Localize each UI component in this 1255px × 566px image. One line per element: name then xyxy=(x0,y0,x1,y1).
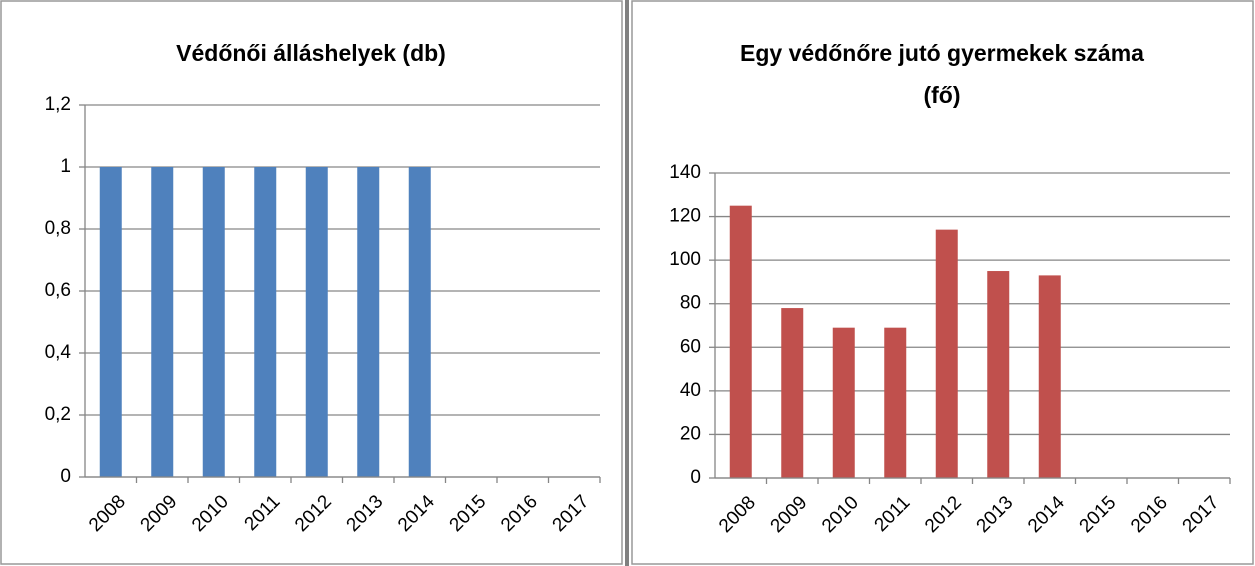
y-tick-label: 0,4 xyxy=(45,342,72,363)
x-tick-label: 2008 xyxy=(85,491,130,536)
chart-title: (fő) xyxy=(923,82,960,108)
y-tick-label: 60 xyxy=(680,336,701,357)
x-tick-label: 2012 xyxy=(291,491,336,536)
x-tick-label: 2014 xyxy=(1024,492,1069,537)
y-tick-label: 120 xyxy=(669,206,701,227)
y-tick-label: 1,2 xyxy=(45,94,71,115)
x-tick-label: 2013 xyxy=(343,491,388,536)
panel-border xyxy=(631,0,1254,565)
bar xyxy=(202,167,225,477)
y-tick-label: 0,2 xyxy=(45,404,71,425)
bar xyxy=(987,271,1010,478)
x-tick-label: 2011 xyxy=(871,492,915,536)
bar xyxy=(254,167,277,477)
chart-title: Védőnői álláshelyek (db) xyxy=(176,40,446,66)
x-tick-label: 2011 xyxy=(241,491,285,535)
x-tick-label: 2017 xyxy=(1179,492,1224,537)
y-tick-label: 80 xyxy=(680,293,701,314)
y-tick-label: 1 xyxy=(60,156,71,177)
panel-border xyxy=(0,0,623,565)
x-tick-label: 2017 xyxy=(549,491,594,536)
y-tick-label: 100 xyxy=(669,249,701,270)
bar xyxy=(729,205,752,478)
x-tick-label: 2015 xyxy=(446,491,491,536)
bar xyxy=(151,167,174,477)
x-tick-label: 2010 xyxy=(818,492,863,537)
x-tick-label: 2014 xyxy=(394,491,439,536)
bar xyxy=(884,327,907,478)
bar xyxy=(357,167,380,477)
bar xyxy=(1038,275,1061,478)
x-tick-label: 2015 xyxy=(1076,492,1121,537)
y-tick-label: 0,8 xyxy=(45,218,71,239)
chart-title: Egy védőnőre jutó gyermekek száma xyxy=(740,40,1144,66)
x-tick-label: 2013 xyxy=(973,492,1018,537)
y-tick-label: 20 xyxy=(680,423,701,444)
x-tick-label: 2008 xyxy=(715,492,760,537)
bar xyxy=(408,167,431,477)
bar xyxy=(305,167,328,477)
x-tick-label: 2012 xyxy=(921,492,966,537)
bar xyxy=(832,327,855,478)
x-tick-label: 2010 xyxy=(188,491,233,536)
x-tick-label: 2016 xyxy=(497,491,542,536)
bar xyxy=(935,229,958,478)
bar xyxy=(99,167,122,477)
x-tick-label: 2016 xyxy=(1127,492,1172,537)
x-tick-label: 2009 xyxy=(767,492,812,537)
y-tick-label: 40 xyxy=(680,380,701,401)
bar xyxy=(781,308,804,478)
y-tick-label: 0,6 xyxy=(45,280,71,301)
x-tick-label: 2009 xyxy=(137,491,182,536)
y-tick-label: 0 xyxy=(690,467,701,488)
y-tick-label: 140 xyxy=(669,162,701,183)
y-tick-label: 0 xyxy=(60,466,71,487)
